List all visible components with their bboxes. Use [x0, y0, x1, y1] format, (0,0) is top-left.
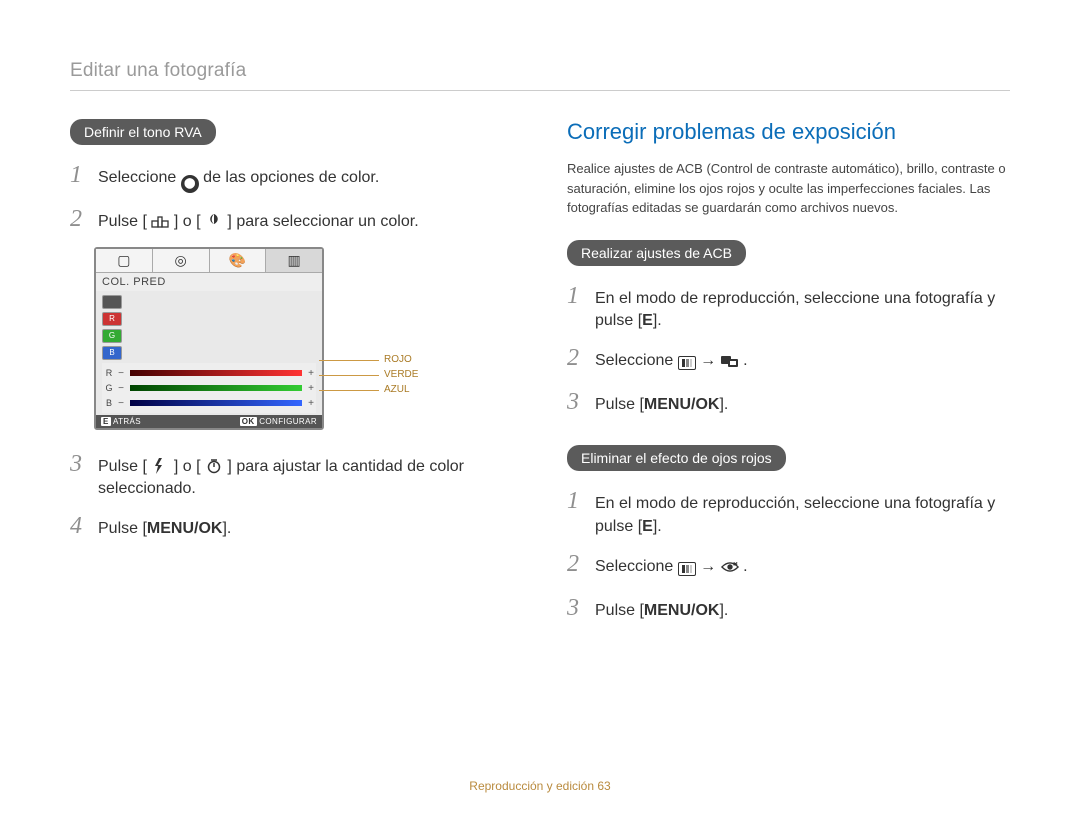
page-header: Editar una fotografía [70, 60, 1010, 91]
text: . [743, 352, 747, 369]
text: Seleccione [595, 352, 678, 369]
step-number: 2 [567, 548, 595, 582]
left-step-1: 1 Seleccione ⬤ de las opciones de color. [70, 159, 513, 193]
lcd-subtitle: COL. PRED [96, 273, 322, 291]
section-heading: Corregir problemas de exposición [567, 119, 1010, 145]
a-step-3: 3 Pulse [MENU/OK]. [567, 386, 1010, 420]
key-label: MENU/OK [644, 602, 720, 619]
flash-down-icon [151, 458, 169, 474]
step-number: 1 [567, 485, 595, 519]
text: Seleccione [98, 169, 181, 186]
intro-text: Realice ajustes de ACB (Control de contr… [567, 159, 1010, 218]
arrow: → [700, 352, 720, 369]
step-number: 4 [70, 510, 98, 544]
step-number: 2 [567, 342, 595, 376]
text: Pulse [ [98, 213, 147, 230]
lcd-preview: ▢ ◎ 🎨 ▥ COL. PRED R G B R−+ G−+ [94, 247, 513, 430]
right-column: Corregir problemas de exposición Realice… [567, 119, 1010, 635]
adjust-menu-icon [678, 356, 696, 370]
b-step-1: 1 En el modo de reproducción, seleccione… [567, 485, 1010, 538]
arrow: → [700, 558, 720, 575]
text: de las opciones de color. [203, 169, 379, 186]
lcd-tab: ▢ [96, 249, 153, 272]
step-number: 3 [70, 448, 98, 482]
text: ] para seleccionar un color. [227, 213, 418, 230]
pointer-green: VERDE [384, 369, 418, 380]
step-number: 2 [70, 203, 98, 237]
key-label: E [642, 312, 653, 329]
text: Seleccione [595, 558, 678, 575]
left-step-4: 4 Pulse [MENU/OK]. [70, 510, 513, 544]
text: Pulse [ [595, 396, 644, 413]
text: Pulse [ [98, 458, 147, 475]
key-label: MENU/OK [147, 520, 223, 537]
a-step-2: 2 Seleccione → . [567, 342, 1010, 376]
text: ] o [ [174, 458, 201, 475]
text: ]. [653, 518, 662, 535]
left-step-2: 2 Pulse [ ] o [ ] para seleccionar un co… [70, 203, 513, 237]
pointer-blue: AZUL [384, 384, 410, 395]
pill-acb: Realizar ajustes de ACB [567, 240, 746, 266]
b-step-3: 3 Pulse [MENU/OK]. [567, 592, 1010, 626]
text: Pulse [ [595, 602, 644, 619]
step-number: 3 [567, 592, 595, 626]
left-column: Definir el tono RVA 1 Seleccione ⬤ de la… [70, 119, 513, 635]
lcd-ok: CONFIGURAR [259, 417, 317, 426]
pill-redeye: Eliminar el efecto de ojos rojos [567, 445, 786, 471]
macro-icon [151, 214, 169, 230]
step-number: 1 [567, 280, 595, 314]
step-number: 3 [567, 386, 595, 420]
lcd-tab: 🎨 [210, 249, 267, 272]
text: ]. [222, 520, 231, 537]
flash-icon [205, 213, 223, 229]
lcd-back: ATRÁS [113, 417, 141, 426]
timer-icon [205, 458, 223, 474]
key-label: E [642, 518, 653, 535]
text: ]. [719, 602, 728, 619]
footer-pagenum: 63 [597, 779, 610, 793]
adjust-menu-icon [678, 562, 696, 576]
custom-color-icon: ⬤ [181, 175, 199, 193]
a-step-1: 1 En el modo de reproducción, seleccione… [567, 280, 1010, 333]
page-footer: Reproducción y edición 63 [0, 779, 1080, 793]
lcd-tab: ◎ [153, 249, 210, 272]
lcd-tab: ▥ [266, 249, 322, 272]
pill-rva: Definir el tono RVA [70, 119, 216, 145]
key-label: MENU/OK [644, 396, 720, 413]
text: ] o [ [174, 213, 201, 230]
redeye-fix-icon [721, 559, 739, 575]
step-number: 1 [70, 159, 98, 193]
left-step-3: 3 Pulse [ ] o [ ] para ajustar la cantid… [70, 448, 513, 501]
footer-section: Reproducción y edición [469, 779, 597, 793]
text: Pulse [ [98, 520, 147, 537]
text: ]. [653, 312, 662, 329]
pointer-red: ROJO [384, 354, 412, 365]
b-step-2: 2 Seleccione → . [567, 548, 1010, 582]
text: . [743, 558, 747, 575]
acb-icon [721, 353, 739, 369]
text: ]. [719, 396, 728, 413]
